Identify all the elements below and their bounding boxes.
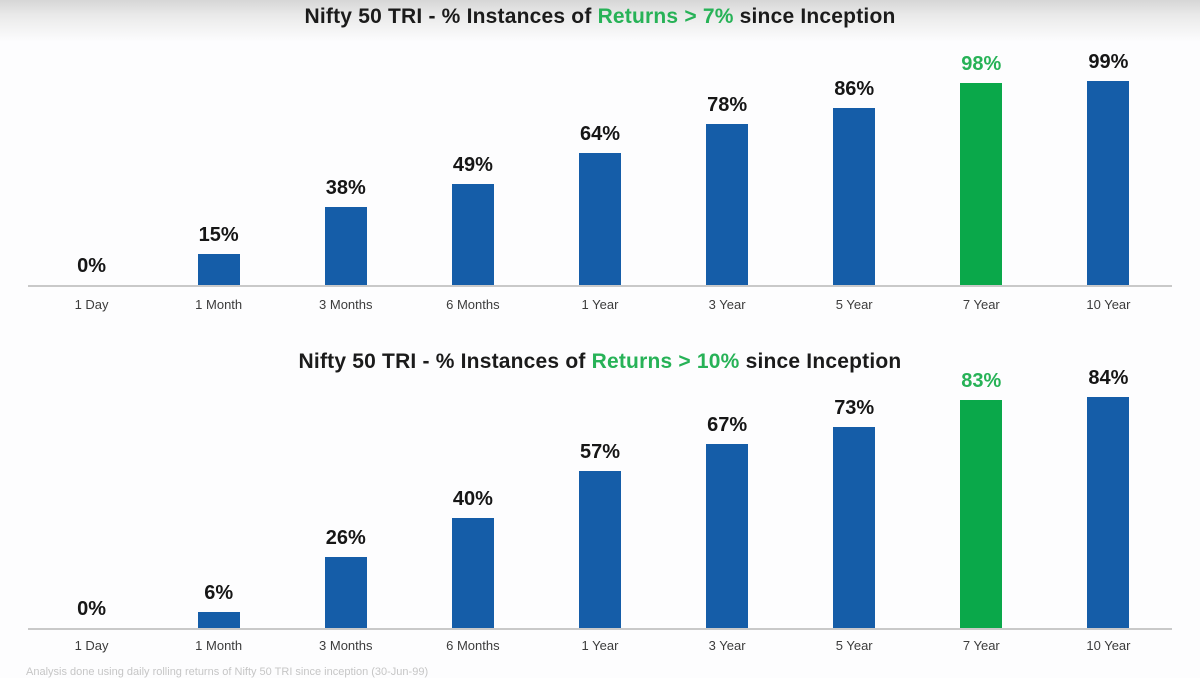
chart-1-x-axis: 1 Day 1 Month 3 Months 6 Months 1 Year 3… [28,296,1172,313]
x-axis-label: 1 Day [74,297,109,312]
bar [197,611,240,628]
bar [1087,81,1130,285]
bar-value-label: 84% [1088,367,1129,389]
bar-value-label: 40% [452,488,493,510]
x-axis-label: 1 Month [195,638,243,653]
footnote: Analysis done using daily rolling return… [26,666,429,678]
bar [833,107,876,285]
bar-group-1-day: 0% [28,254,155,285]
x-axis-label: 1 Year [581,297,619,312]
bar-group-1-year: 64% [536,122,663,285]
bar-group-1-month: 6% [155,581,282,628]
chart-1-plot-area: 0% 15% 38% 49% 64% 78% 86% 98% 99% [28,51,1172,287]
chart-1-title-prefix: Nifty 50 TRI - % Instances of [304,5,598,28]
x-axis-label: 5 Year [835,638,873,653]
bar-value-label: 99% [1088,51,1129,74]
x-axis-label: 10 Year [1086,297,1131,312]
bar-group-3-year: 67% [664,413,791,628]
chart-2-title-prefix: Nifty 50 TRI - % Instances of [298,350,592,373]
bar-value-label: 6% [204,581,234,604]
bar [451,518,494,628]
bar [706,443,749,628]
x-axis-label: 6 Months [446,638,500,653]
bar-value-label: 98% [961,53,1002,76]
bar-value-label: 26% [325,526,366,549]
bar-group-6-months: 40% [409,487,536,628]
bar-value-label: 49% [452,154,493,177]
chart-2-title-highlight: Returns > 10% [591,350,740,373]
x-axis-label: 7 Year [962,297,1000,312]
x-axis-label: 3 Months [319,297,373,312]
bar [324,556,367,628]
bar-value-label: 0% [77,255,106,277]
bar-group-10-year: 84% [1045,366,1172,628]
bar-group-3-year: 78% [664,93,791,285]
bar-group-7-year-highlighted: 98% [918,52,1045,285]
bar-value-label: 73% [834,397,875,420]
x-axis-label: 3 Months [319,638,373,653]
x-axis-label: 1 Month [195,297,243,312]
bar-value-label: 67% [707,413,748,436]
chart-2-plot-area: 0% 6% 26% 40% 57% 67% 73% 83% 84% [28,352,1172,630]
bar-value-label: 0% [77,598,106,620]
chart-2-title-suffix: since Inception [739,350,902,373]
bar-value-label: 38% [325,176,366,199]
bar [451,184,494,285]
bar-group-3-months: 26% [282,526,409,628]
x-axis-label: 6 Months [446,297,500,312]
bar-value-label: 78% [707,94,748,117]
bar [706,124,749,285]
bar-group-1-year: 57% [536,440,663,628]
bar [578,153,621,285]
bar-group-1-month: 15% [155,223,282,285]
bar [960,83,1003,285]
bar-value-label: 15% [198,224,239,247]
bar-group-5-year: 86% [791,77,918,285]
x-axis-label: 3 Year [708,297,746,312]
x-axis-label: 1 Year [581,638,619,653]
bar-group-6-months: 49% [409,153,536,285]
bar-group-3-months: 38% [282,176,409,285]
x-axis-label: 10 Year [1086,638,1131,653]
bar [833,427,876,628]
bar [1087,397,1130,628]
bar [960,399,1003,628]
bar-group-7-year-highlighted: 83% [918,369,1045,628]
bar-value-label: 83% [961,369,1002,392]
bar-value-label: 86% [834,77,875,100]
x-axis-label: 1 Day [74,638,109,653]
bar-value-label: 57% [579,441,620,464]
bar-group-5-year: 73% [791,396,918,628]
x-axis-label: 3 Year [708,638,746,653]
bar [578,471,621,628]
chart-2-title: Nifty 50 TRI - % Instances of Returns > … [0,350,1200,374]
chart-1-title-highlight: Returns > 7% [597,5,734,28]
bar-group-1-day: 0% [28,597,155,628]
chart-1-title-suffix: since Inception [733,5,896,28]
chart-2-x-axis: 1 Day 1 Month 3 Months 6 Months 1 Year 3… [28,637,1172,654]
x-axis-label: 5 Year [835,297,873,312]
bar-value-label: 64% [579,123,620,146]
x-axis-label: 7 Year [962,638,1000,653]
bar-group-10-year: 99% [1045,50,1172,285]
chart-1-title: Nifty 50 TRI - % Instances of Returns > … [0,5,1200,29]
bar [197,254,240,285]
bar [324,206,367,285]
